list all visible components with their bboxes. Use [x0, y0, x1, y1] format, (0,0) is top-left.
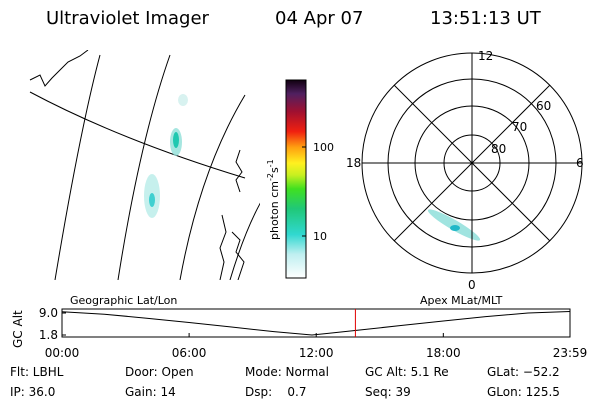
- altitude-plot: 00:00 06:00 12:00 18:00 23:59 9.0 1.8: [39, 306, 587, 360]
- info-field: Door: Open: [125, 365, 194, 379]
- colorbar-tick-label: 10: [313, 230, 327, 243]
- geo-map: [29, 50, 260, 280]
- mlt-label: 12: [478, 49, 493, 63]
- x-tick-label: 06:00: [172, 346, 207, 360]
- x-tick-label: 23:59: [553, 346, 588, 360]
- label-part: photon cm: [268, 181, 281, 240]
- info-field: Mode: Normal: [245, 365, 329, 379]
- mlt-label: 6: [576, 156, 584, 170]
- altitude-curve: [61, 310, 571, 336]
- x-tick-label: 18:00: [426, 346, 461, 360]
- colorbar-label: photon cm-2s-1: [266, 159, 281, 240]
- mlat-label: 80: [491, 142, 506, 156]
- mlat-label: 60: [536, 99, 551, 113]
- left-label: Geographic Lat/Lon: [70, 294, 177, 307]
- y-axis-label: GC Alt: [11, 310, 25, 348]
- y-tick-label: 1.8: [39, 328, 58, 342]
- x-tick-label: 12:00: [299, 346, 334, 360]
- label-part: s: [268, 167, 281, 173]
- info-field: GLon: 125.5: [487, 385, 560, 399]
- info-field: Flt: LBHL: [10, 365, 64, 379]
- info-table: Flt: LBHL Door: Open Mode: Normal GC Alt: 5…: [10, 365, 560, 399]
- colorbar-tick-label: 100: [313, 141, 334, 154]
- x-tick-label: 00:00: [45, 346, 80, 360]
- colorbar: [285, 79, 307, 279]
- polar-plot: [361, 52, 583, 274]
- time: 13:51:13 UT: [430, 8, 542, 29]
- info-field: GC Alt: 5.1 Re: [365, 365, 449, 379]
- label-part: -1: [266, 159, 275, 167]
- mlt-label: 0: [468, 278, 476, 292]
- instrument: Ultraviolet Imager: [46, 8, 210, 29]
- mlt-label: 18: [346, 156, 361, 170]
- info-field: IP: 36.0: [10, 385, 55, 399]
- plot-frame: [61, 308, 571, 338]
- info-field: Seq: 39: [365, 385, 411, 399]
- date: 04 Apr 07: [275, 8, 363, 29]
- right-label: Apex MLat/MLT: [420, 294, 503, 307]
- info-field: Dsp: 0.7: [245, 385, 307, 399]
- info-field: GLat: −52.2: [487, 365, 560, 379]
- label-part: -2: [266, 173, 275, 181]
- y-tick-label: 9.0: [39, 306, 58, 320]
- info-field: Gain: 14: [125, 385, 176, 399]
- mlat-label: 70: [512, 120, 527, 134]
